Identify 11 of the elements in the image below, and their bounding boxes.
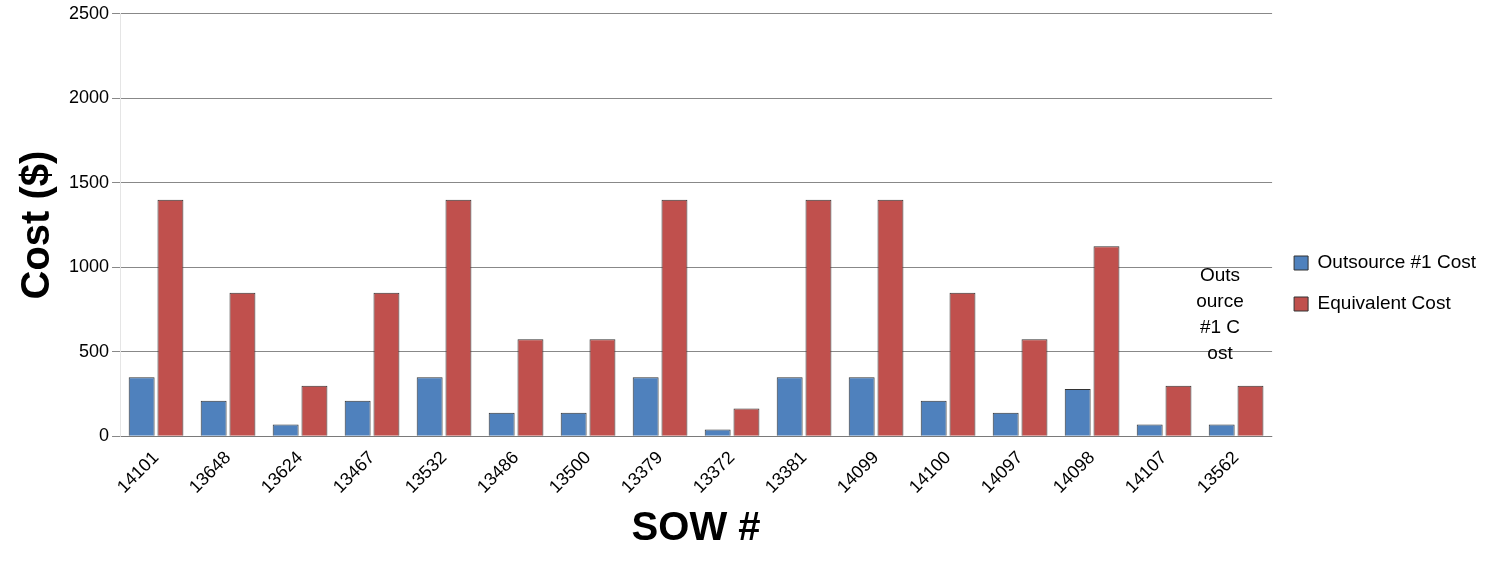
y-axis-title: Cost ($) [13,150,58,300]
x-axis-title: SOW # [631,504,761,549]
legend-label: Equivalent Cost [1317,292,1452,314]
y-tick-label: 1000 [69,256,110,277]
y-tick-label: 500 [79,340,110,361]
legend-label: Outsource #1 Cost [1317,251,1477,273]
annotation: Outsource #1 Cost [1195,263,1245,365]
y-tick-label: 0 [99,425,110,446]
y-tick-label: 1500 [69,171,110,192]
y-tick-label: 2000 [69,87,110,108]
y-tick-label: 2500 [69,2,110,23]
